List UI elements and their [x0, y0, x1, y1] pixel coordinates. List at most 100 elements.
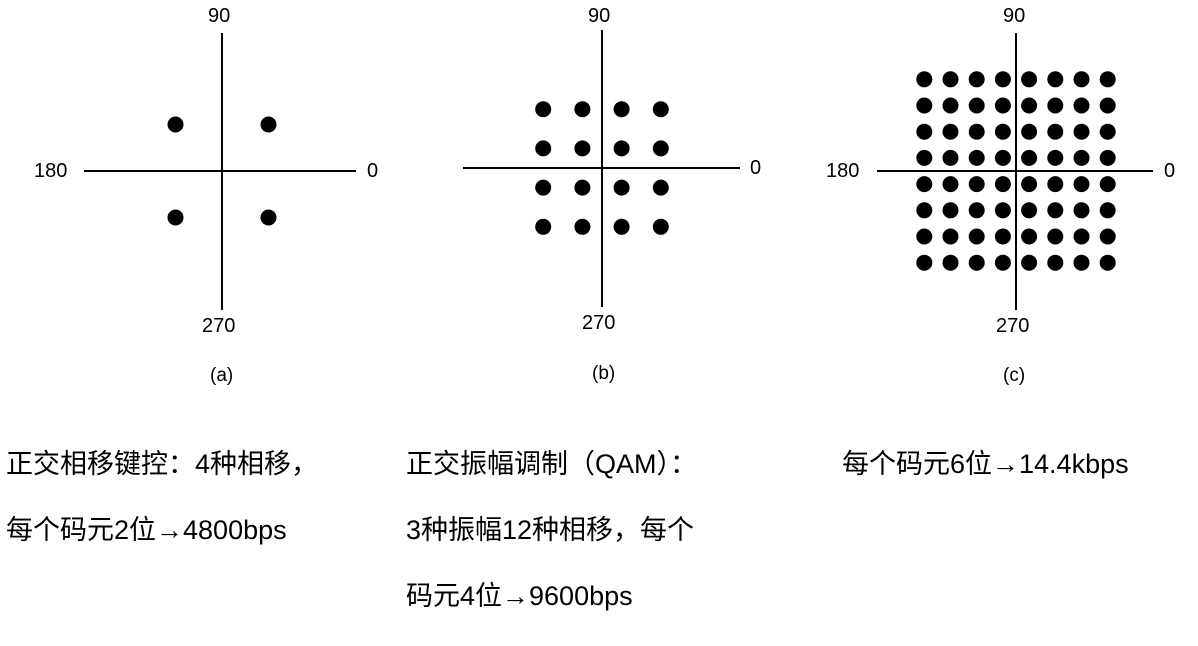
constellation-point [968, 123, 985, 140]
constellation-point [1047, 254, 1064, 271]
constellation-point [1073, 228, 1090, 245]
caption-b-line-3: 码元4位→9600bps [406, 581, 633, 611]
caption-b-line-1: 正交振幅调制（QAM）： [406, 449, 698, 479]
axis-label-0-c: 0 [1164, 160, 1176, 182]
constellation-point [942, 71, 959, 88]
constellation-point [574, 218, 591, 235]
constellation-point [1073, 71, 1090, 88]
constellation-point [994, 149, 1011, 166]
axis-label-180-c: 180 [826, 160, 860, 182]
constellation-b [463, 30, 740, 307]
constellation-point [535, 218, 552, 235]
constellation-point [916, 97, 933, 114]
constellation-point [1021, 202, 1038, 219]
constellation-point [1073, 149, 1090, 166]
constellation-point [613, 218, 630, 235]
constellation-point [1047, 123, 1064, 140]
constellation-point [613, 101, 630, 118]
constellation-point [1099, 228, 1116, 245]
constellation-point [1099, 254, 1116, 271]
constellation-point [652, 101, 669, 118]
constellation-point [535, 179, 552, 196]
constellation-point [1021, 149, 1038, 166]
constellation-point [916, 202, 933, 219]
axis-label-270-c: 270 [996, 315, 1030, 337]
constellation-point [652, 179, 669, 196]
constellation-point [994, 228, 1011, 245]
constellation-a [84, 33, 356, 310]
constellation-point [942, 123, 959, 140]
constellation-point [167, 209, 184, 226]
constellation-point [942, 149, 959, 166]
constellation-point [1073, 123, 1090, 140]
constellation-point [1021, 123, 1038, 140]
constellation-point [535, 140, 552, 157]
constellation-point [942, 228, 959, 245]
constellation-point [994, 71, 1011, 88]
constellation-point [916, 123, 933, 140]
caption-c: 每个码元6位→14.4kbps [842, 415, 1129, 514]
constellation-point [260, 209, 277, 226]
constellation-point [1047, 176, 1064, 193]
constellation-point [574, 140, 591, 157]
constellation-point [613, 140, 630, 157]
constellation-point [942, 254, 959, 271]
constellation-point [968, 176, 985, 193]
constellation-point [994, 123, 1011, 140]
axis-label-0-a: 0 [367, 160, 379, 182]
constellation-point [1099, 176, 1116, 193]
panel-tag-c: (c) [1003, 365, 1026, 386]
constellation-point [968, 71, 985, 88]
constellation-point [994, 97, 1011, 114]
constellation-point [1021, 71, 1038, 88]
axis-label-180-a: 180 [34, 160, 68, 182]
constellation-point [1099, 123, 1116, 140]
constellation-point [1047, 202, 1064, 219]
constellation-point [916, 149, 933, 166]
constellation-point [1099, 71, 1116, 88]
constellation-point [1073, 97, 1090, 114]
axis-label-270-a: 270 [202, 315, 236, 337]
panel-tag-b: (b) [592, 363, 616, 384]
constellation-point [942, 97, 959, 114]
constellation-point [1021, 176, 1038, 193]
constellation-point [574, 101, 591, 118]
constellation-point [652, 218, 669, 235]
constellation-point [1021, 228, 1038, 245]
caption-a-line-1: 正交相移键控：4种相移， [6, 449, 319, 479]
constellation-point [994, 176, 1011, 193]
panel-c: 90 180 0 270 (c) 每个码元6位→14.4kbps [826, 5, 1176, 514]
constellation-point [916, 228, 933, 245]
constellation-point [574, 179, 591, 196]
constellation-point [1073, 202, 1090, 219]
constellation-point [1099, 97, 1116, 114]
constellation-c [877, 33, 1153, 310]
constellation-point [652, 140, 669, 157]
constellation-point [1047, 149, 1064, 166]
axis-label-90-c: 90 [1003, 5, 1026, 27]
constellation-point [1073, 254, 1090, 271]
constellation-point [994, 202, 1011, 219]
constellation-point [1099, 202, 1116, 219]
constellation-point [1047, 228, 1064, 245]
constellation-point [968, 254, 985, 271]
axis-label-90-a: 90 [208, 5, 231, 27]
constellation-point [942, 202, 959, 219]
constellation-point [916, 176, 933, 193]
caption-c-line-1: 每个码元6位→14.4kbps [842, 449, 1129, 479]
constellation-point [167, 116, 184, 133]
constellation-point [613, 179, 630, 196]
constellation-point [968, 97, 985, 114]
constellation-point [968, 228, 985, 245]
constellation-point [1099, 149, 1116, 166]
constellation-point [994, 254, 1011, 271]
constellation-point [1073, 176, 1090, 193]
constellation-point [1021, 97, 1038, 114]
panel-tag-a: (a) [210, 365, 234, 386]
constellation-point [942, 176, 959, 193]
axis-label-90-b: 90 [588, 5, 611, 27]
constellation-point [916, 71, 933, 88]
constellation-point [968, 202, 985, 219]
constellation-point [535, 101, 552, 118]
constellation-point [1021, 254, 1038, 271]
